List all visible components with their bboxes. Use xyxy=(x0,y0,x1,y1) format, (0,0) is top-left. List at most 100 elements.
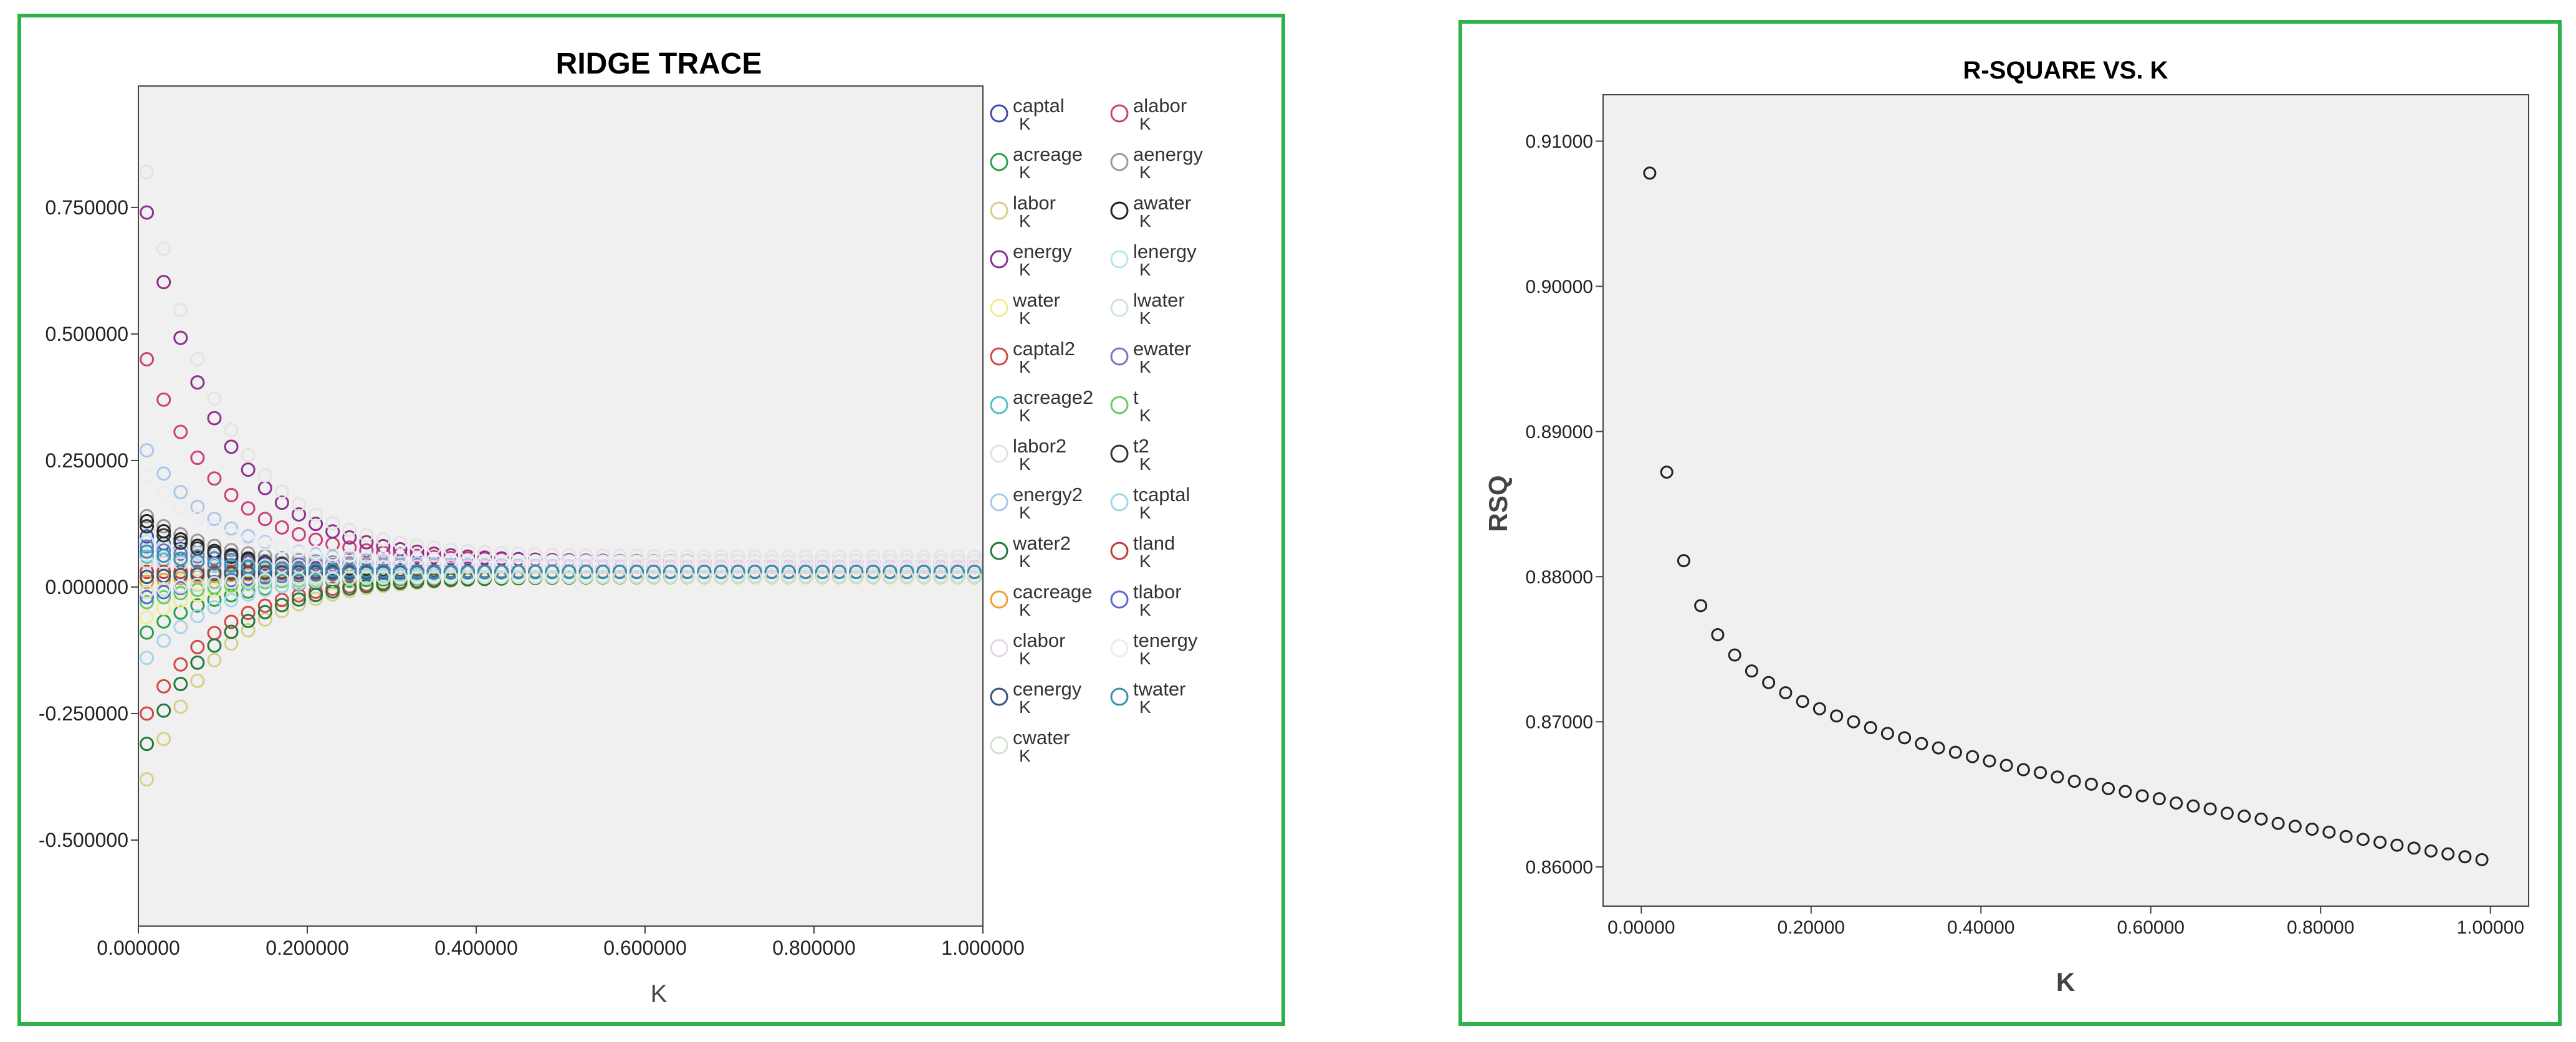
ridge-trace-point xyxy=(274,540,289,555)
ridge-trace-point xyxy=(460,570,475,585)
ridge-trace-point xyxy=(426,559,441,574)
rsquare-x-axis-label: K xyxy=(2056,967,2075,997)
ridge-trace-point xyxy=(460,549,475,564)
ridge-trace-point xyxy=(545,570,560,585)
legend-sublabel: K xyxy=(1019,357,1031,376)
rsquare-point xyxy=(2271,816,2285,830)
ridge-trace-point xyxy=(916,554,931,569)
legend-label: cwater xyxy=(1013,727,1070,748)
legend-marker xyxy=(990,542,1008,560)
legend-marker xyxy=(990,201,1008,220)
ridge-trace-x-tick-label: 0.000000 xyxy=(97,937,180,959)
ridge-trace-point xyxy=(764,570,779,585)
ridge-trace-x-tick-label: 0.400000 xyxy=(434,937,517,959)
ridge-trace-point xyxy=(291,543,306,558)
ridge-trace-point xyxy=(612,565,627,580)
ridge-trace-point xyxy=(325,524,340,539)
rsquare-point xyxy=(2135,789,2149,803)
ridge-trace-point xyxy=(849,559,864,574)
ridge-trace-panel: RIDGE TRACE K 0.000000 0.200000 0.400000 0.… xyxy=(17,14,1285,1026)
legend-sublabel: K xyxy=(1139,552,1151,571)
legend-sublabel: K xyxy=(1019,600,1031,619)
ridge-trace-point xyxy=(140,585,155,600)
ridge-trace-point xyxy=(562,564,577,579)
ridge-trace-point xyxy=(207,652,222,667)
ridge-trace-point xyxy=(359,570,374,585)
rsquare-point xyxy=(2170,796,2183,810)
legend-label: tland xyxy=(1133,532,1175,554)
legend-sublabel: K xyxy=(1019,260,1031,279)
ridge-trace-point xyxy=(477,559,492,574)
ridge-trace-point xyxy=(409,538,424,553)
ridge-trace-point xyxy=(140,549,155,564)
rsquare-point xyxy=(1880,727,1894,740)
ridge-trace-point xyxy=(866,549,881,564)
ridge-trace-point xyxy=(224,566,239,581)
ridge-trace-point xyxy=(612,570,627,585)
ridge-trace-point xyxy=(646,554,661,569)
ridge-trace-point xyxy=(646,548,661,563)
ridge-trace-point xyxy=(697,570,712,585)
ridge-trace-point xyxy=(224,487,239,502)
legend-label: energy2 xyxy=(1013,484,1083,505)
rsquare-point xyxy=(2152,792,2166,806)
ridge-trace-point xyxy=(140,559,155,574)
ridge-trace-point xyxy=(342,540,357,555)
ridge-trace-point xyxy=(680,559,695,574)
ridge-trace-point xyxy=(494,559,509,574)
ridge-trace-point xyxy=(257,536,272,551)
ridge-trace-point xyxy=(325,571,340,586)
legend-label: tenergy xyxy=(1133,629,1198,651)
ridge-trace-x-tick-label: 0.200000 xyxy=(266,937,348,959)
ridge-trace-point xyxy=(967,554,982,569)
ridge-trace-point xyxy=(224,526,239,541)
rsquare-point xyxy=(1864,721,1877,735)
legend-marker xyxy=(990,396,1008,414)
ridge-trace-point xyxy=(342,522,357,537)
ridge-trace-point xyxy=(325,516,340,531)
rsquare-x-tick-label: 0.20000 xyxy=(1778,917,1845,938)
ridge-trace-point xyxy=(545,559,560,574)
legend-marker xyxy=(990,104,1008,123)
ridge-trace-point xyxy=(274,604,289,619)
ridge-trace-point xyxy=(156,466,171,481)
ridge-trace-point xyxy=(477,553,492,568)
ridge-trace-point xyxy=(140,519,155,533)
ridge-trace-point xyxy=(241,448,256,463)
ridge-trace-point xyxy=(714,554,729,569)
rsquare-x-ticks: 0.00000 0.20000 0.40000 0.60000 0.80000 1.000… xyxy=(1607,906,2524,938)
rsquare-point xyxy=(2203,802,2217,816)
ridge-trace-point xyxy=(359,543,374,558)
ridge-trace-point xyxy=(883,549,898,564)
legend-marker xyxy=(990,250,1008,269)
ridge-trace-point xyxy=(595,548,610,563)
rsquare-point xyxy=(1779,686,1793,700)
ridge-trace-point xyxy=(477,564,492,579)
ridge-trace-point xyxy=(578,554,593,569)
rsquare-y-tick-label: 0.89000 xyxy=(1526,422,1593,442)
ridge-trace-x-ticks: 0.000000 0.200000 0.400000 0.600000 0.800000… xyxy=(97,926,1025,959)
ridge-trace-point xyxy=(426,570,441,585)
ridge-trace-point xyxy=(798,559,813,574)
ridge-trace-point xyxy=(916,565,931,580)
legend-label: t2 xyxy=(1133,435,1149,457)
legend-label: lwater xyxy=(1133,289,1185,311)
series-labor2 xyxy=(140,165,982,564)
ridge-trace-point xyxy=(309,507,323,522)
ridge-trace-point xyxy=(207,391,222,406)
ridge-trace-point xyxy=(528,564,543,579)
legend-sublabel: K xyxy=(1139,649,1151,668)
ridge-trace-point xyxy=(241,623,256,638)
ridge-trace-point xyxy=(443,570,458,585)
ridge-trace-point xyxy=(140,706,155,721)
ridge-trace-point xyxy=(376,532,391,547)
legend-sublabel: K xyxy=(1019,454,1031,474)
ridge-trace-point xyxy=(190,639,205,654)
ridge-trace-point xyxy=(140,352,155,367)
ridge-trace-point xyxy=(190,451,205,466)
